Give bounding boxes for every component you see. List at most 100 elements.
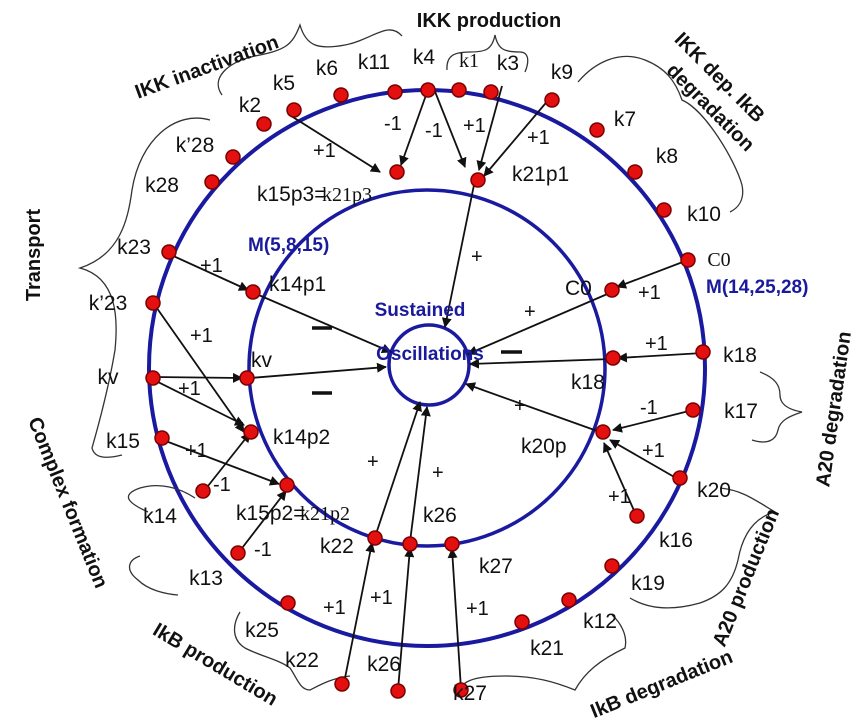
label-k28p: k’28: [176, 134, 215, 157]
node-k21: [514, 614, 530, 630]
edge-k9: +1: [527, 127, 550, 149]
brace-ikk-production: [446, 34, 529, 73]
label-k5: k5: [273, 72, 295, 95]
label-k1: k1: [459, 50, 479, 72]
label-kv: kv: [98, 366, 120, 389]
edge-k18: +1: [645, 333, 668, 355]
outer-ring: [147, 88, 707, 648]
inhibition-bars: [312, 326, 522, 395]
label-k19: k19: [631, 572, 665, 595]
edge-k4a: -1: [384, 113, 402, 135]
brace-complex-formation: [127, 484, 196, 596]
node-k14p1: [245, 284, 261, 300]
label-k18-inner: k18: [571, 371, 605, 394]
label-k21p1: k21p1: [512, 163, 569, 186]
label-c0-inner: C0: [565, 277, 592, 300]
group-complex-formation: Complex formation: [23, 414, 112, 591]
inner-labels: k21p1 k15p3= k21p3 k14p1 kv k14p2 k15p2=…: [236, 163, 605, 578]
arrow-k3-k21p1: [476, 85, 503, 171]
node-kv: [145, 370, 161, 386]
node-k18-inner: [605, 350, 621, 366]
center-signs: + + + + +: [367, 246, 536, 484]
center-title-2: Oscillations: [376, 344, 484, 365]
inner-nodes: [239, 164, 621, 552]
label-k26-inner: k26: [423, 504, 457, 527]
arrow-k23-k14p1: [168, 253, 249, 291]
arrow-k14-k14p2: [203, 432, 251, 492]
node-k11: [387, 84, 403, 100]
label-k6: k6: [316, 57, 338, 80]
group-braces: [77, 22, 803, 701]
brace-transport: [77, 117, 211, 458]
node-k13: [230, 545, 246, 561]
edge-c0: +1: [638, 282, 661, 304]
edge-k23: +1: [200, 255, 223, 277]
node-k25: [280, 595, 296, 611]
label-k2: k2: [239, 94, 261, 117]
label-k23p: k’23: [89, 292, 128, 315]
node-k26-inner: [402, 536, 418, 552]
node-k6: [333, 87, 349, 103]
label-k11: k11: [358, 51, 390, 74]
arrow-k15-k15p2: [162, 439, 280, 486]
outer-labels: k1 k3 k4 k11 k6 k5 k2 k’28 k28 k23 k’23 …: [89, 46, 758, 705]
brace-ikk-inactivation: [217, 22, 403, 96]
brace-a20-degradation: [751, 371, 803, 443]
node-k22-inner: [367, 530, 383, 546]
label-kv-inner: kv: [251, 349, 273, 372]
node-k18: [695, 344, 711, 360]
node-k2: [256, 116, 272, 132]
node-k23p: [145, 295, 161, 311]
label-k4: k4: [413, 46, 436, 69]
node-k27: [453, 682, 469, 698]
node-kv-inner: [239, 370, 255, 386]
label-k23: k23: [117, 236, 151, 259]
edge-k15: +1: [185, 440, 208, 462]
arrow-kv-center: [249, 362, 387, 379]
sign-c0: +: [524, 301, 536, 323]
node-k20: [672, 470, 688, 486]
label-k8: k8: [656, 145, 678, 168]
node-k16: [629, 508, 645, 524]
label-k26: k26: [367, 653, 401, 676]
label-k18: k18: [723, 344, 757, 367]
label-k15p2-b: k21p2: [300, 503, 350, 525]
group-transport: Transport: [23, 209, 45, 302]
label-c0: C0: [707, 249, 730, 271]
label-k3: k3: [497, 52, 519, 75]
arrow-k5-k15p3: [287, 113, 381, 173]
node-k8: [627, 164, 643, 180]
node-k1: [451, 82, 467, 98]
node-k22: [334, 676, 350, 692]
arrow-k23p-k14p2: [153, 303, 245, 433]
label-k12: k12: [583, 610, 617, 633]
label-k25: k25: [245, 619, 279, 642]
label-k15p3-a: k15p3=: [257, 183, 326, 206]
label-k14p1: k14p1: [269, 273, 326, 296]
label-k13: k13: [189, 567, 223, 590]
edge-k16: +1: [608, 486, 631, 508]
edge-k4b: -1: [425, 120, 443, 142]
arrow-k20-k20p: [609, 439, 677, 479]
group-ikk-inactivation: IKK inactivation: [132, 31, 282, 103]
brace-a20-production: [629, 487, 777, 609]
outer-module-label: M(14,25,28): [706, 277, 808, 298]
label-k27-inner: k27: [479, 555, 513, 578]
label-k22: k22: [285, 649, 319, 672]
label-k20p: k20p: [521, 435, 567, 458]
node-k23: [161, 244, 177, 260]
edge-k13: -1: [254, 539, 272, 561]
outer-nodes: [145, 82, 711, 699]
node-k28: [204, 174, 220, 190]
label-k9: k9: [551, 61, 573, 84]
node-k20p: [595, 424, 611, 440]
arrow-k4-k15p3: [399, 83, 431, 166]
edge-k23p: +1: [190, 325, 213, 347]
group-a20-degradation: A20 degradation: [812, 330, 856, 488]
edge-k27: +1: [466, 598, 489, 620]
edge-k14: -1: [213, 474, 231, 496]
sign-k26: +: [432, 462, 444, 484]
arrow-kv-kv: [153, 372, 243, 383]
label-k27: k27: [453, 682, 487, 705]
